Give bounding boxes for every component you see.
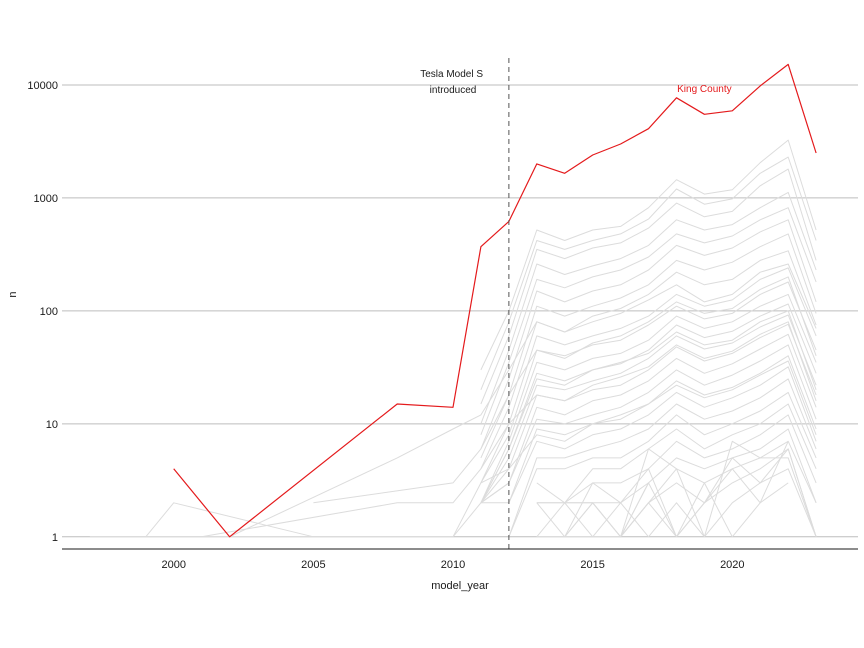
background-series-line: [313, 276, 817, 504]
background-series-line: [536, 448, 817, 538]
x-tick-label: 2005: [301, 559, 325, 571]
background-series-line: [480, 314, 817, 504]
annotation-tesla-model-s: Tesla Model S introduced: [420, 69, 486, 96]
y-tick-label: 10000: [27, 80, 58, 92]
background-series-line: [480, 168, 817, 405]
background-series-line: [480, 219, 817, 450]
background-series-line: [89, 360, 817, 538]
background-series-line: [480, 293, 817, 504]
background-series-line: [508, 391, 817, 537]
background-series-line: [536, 403, 817, 504]
annotation-king-county: King County: [677, 84, 731, 95]
background-series-line: [536, 414, 817, 504]
x-axis-ticks: 2000 2005 2010 2015 2020: [161, 559, 744, 571]
background-series-line: [480, 267, 817, 484]
x-tick-label: 2015: [580, 559, 604, 571]
background-series-line: [592, 448, 817, 538]
background-series-line: [480, 156, 817, 390]
background-series-line: [480, 191, 817, 424]
background-series-line: [480, 333, 817, 504]
y-tick-label: 1000: [34, 193, 58, 205]
y-tick-label: 1: [52, 532, 58, 544]
y-axis-ticks: 1 10 100 1000 10000: [27, 80, 58, 544]
background-series-line: [620, 482, 789, 538]
background-series-line: [536, 468, 817, 538]
background-series-line: [564, 441, 789, 538]
annotation-tesla-line-1: Tesla Model S: [420, 69, 483, 80]
annotation-tesla-line-2: introduced: [430, 85, 477, 96]
background-series-line: [536, 482, 649, 538]
background-series-line: [480, 344, 817, 504]
y-tick-label: 100: [40, 306, 58, 318]
x-tick-label: 2020: [720, 559, 744, 571]
x-tick-label: 2000: [161, 559, 185, 571]
king-county-line: [173, 63, 817, 538]
background-series-line: [480, 207, 817, 435]
background-series-line: [480, 303, 817, 504]
highlight-series: [173, 63, 817, 538]
background-series-line: [536, 440, 817, 538]
background-series-line: [480, 139, 817, 371]
background-series-line: [508, 366, 817, 504]
background-series-line: [229, 250, 817, 538]
y-axis-title: n: [7, 291, 19, 297]
x-tick-label: 2010: [441, 559, 465, 571]
x-axis-title: model_year: [431, 580, 489, 592]
y-gridlines: [62, 84, 858, 538]
y-tick-label: 10: [46, 419, 58, 431]
background-series-line: [480, 233, 817, 459]
background-series-line: [145, 321, 817, 538]
background-series: [89, 139, 817, 538]
background-series-line: [508, 378, 817, 537]
